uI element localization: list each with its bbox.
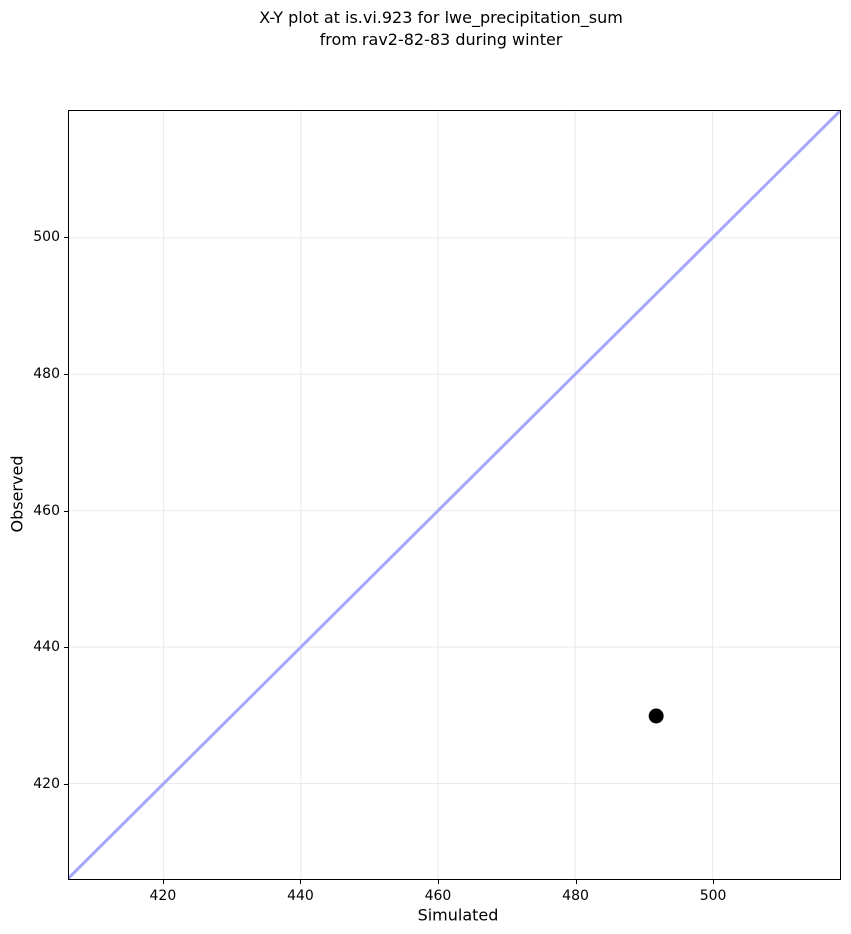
x-tick-label: 460 xyxy=(424,888,452,904)
data-point xyxy=(648,708,664,724)
x-tick xyxy=(162,880,164,884)
x-tick-label: 480 xyxy=(562,888,589,904)
y-tick xyxy=(64,373,68,375)
x-tick-label: 440 xyxy=(287,888,314,904)
x-tick xyxy=(713,880,715,884)
y-tick-label: 500 xyxy=(33,229,60,246)
x-tick xyxy=(300,880,302,884)
x-tick xyxy=(437,880,439,884)
chart-title: X-Y plot at is.vi.923 for lwe_precipitat… xyxy=(259,7,623,51)
chart-canvas xyxy=(69,111,840,879)
y-axis-label: Observed xyxy=(7,455,27,533)
y-tick-label: 460 xyxy=(33,502,60,519)
y-tick-label: 480 xyxy=(33,365,60,382)
y-tick xyxy=(64,510,68,512)
y-tick-label: 420 xyxy=(33,776,60,793)
chart-title-line2: from rav2-82-83 during winter xyxy=(319,30,563,49)
plot-area xyxy=(68,110,841,880)
x-tick-label: 420 xyxy=(149,888,177,904)
y-tick xyxy=(64,237,68,239)
x-tick-label: 500 xyxy=(699,888,727,904)
y-tick xyxy=(64,647,68,649)
identity-line xyxy=(69,111,840,879)
x-tick xyxy=(575,880,577,884)
y-tick-label: 440 xyxy=(33,639,60,656)
chart-title-line1: X-Y plot at is.vi.923 for lwe_precipitat… xyxy=(259,8,623,27)
x-axis-label: Simulated xyxy=(417,905,499,925)
y-tick xyxy=(64,784,68,786)
